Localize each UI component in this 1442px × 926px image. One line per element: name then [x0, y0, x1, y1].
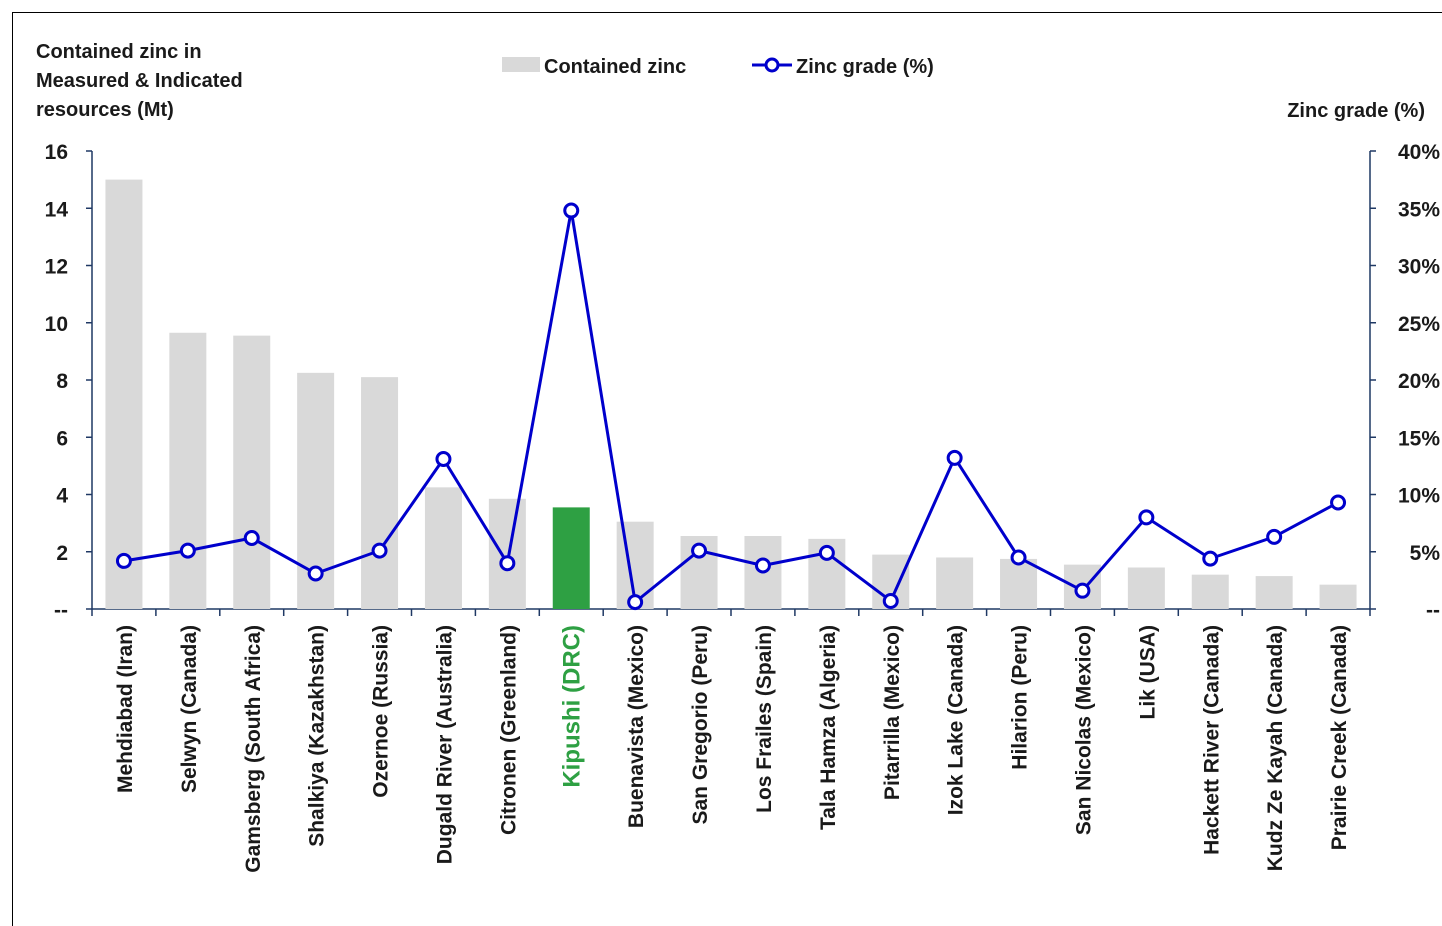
- bar-contained-zinc: [1191, 574, 1229, 609]
- grade-point: [1330, 494, 1347, 511]
- bar-contained-zinc: [424, 487, 462, 609]
- bars: [105, 179, 1357, 609]
- x-tick-label: Los Frailes (Spain): [753, 625, 776, 813]
- grade-point: [627, 594, 644, 611]
- y-right-tick-label: 10%: [1398, 485, 1440, 508]
- y-axis-left-title-line: Measured & Indicated: [36, 70, 243, 92]
- grade-line: [115, 202, 1347, 611]
- y-right-tick-label: 25%: [1398, 313, 1440, 336]
- x-tick-label: Ozernoe (Russia): [370, 625, 393, 798]
- grade-point: [882, 592, 899, 609]
- grade-point: [243, 530, 260, 547]
- y-left-tick-label: --: [54, 599, 68, 622]
- y-right-tick-label: 35%: [1398, 198, 1440, 221]
- legend: Contained zinc Zinc grade (%): [502, 56, 934, 78]
- bar-contained-zinc: [1000, 558, 1038, 609]
- bar-contained-zinc: [552, 507, 590, 609]
- x-axis-labels: Mehdiabad (Iran) Selwyn (Canada) Gamsberg …: [114, 625, 1351, 873]
- x-tick-label: Shalkiya (Kazakhstan): [306, 625, 329, 847]
- bar-contained-zinc: [488, 498, 526, 609]
- y-left-tick-label: 14: [45, 198, 69, 221]
- grade-point: [1266, 528, 1283, 545]
- chart-frame: [12, 12, 1442, 926]
- y-right-tick-label: 40%: [1398, 141, 1440, 164]
- grade-point: [371, 542, 388, 559]
- y-right-tick-label: 30%: [1398, 256, 1440, 279]
- grade-point: [1010, 549, 1027, 566]
- bar-contained-zinc: [1255, 576, 1293, 609]
- grade-point: [563, 202, 580, 219]
- x-tick-label: Mehdiabad (Iran): [114, 625, 137, 793]
- y-right-tick-label: --: [1426, 599, 1440, 622]
- x-tick-label-highlight: Kipushi (DRC): [558, 625, 585, 788]
- x-tick-label: Pitarrilla (Mexico): [881, 625, 904, 800]
- x-tick-label: Lik (USA): [1136, 625, 1159, 720]
- legend-label-line: Zinc grade (%): [796, 56, 934, 78]
- y-left-tick-label: 4: [56, 485, 68, 508]
- y-left-tick-label: 10: [45, 313, 68, 336]
- y-axis-left-title-line: resources (Mt): [36, 99, 174, 121]
- legend-label-bars: Contained zinc: [544, 56, 686, 78]
- x-tick-label: Selwyn (Canada): [178, 625, 201, 793]
- x-tick-label: Prairie Creek (Canada): [1328, 625, 1351, 850]
- grade-point: [691, 542, 708, 559]
- x-tick-label: Citronen (Greenland): [497, 625, 520, 835]
- grade-point: [754, 557, 771, 574]
- y-axis-left-title: Contained zinc in Measured & Indicated r…: [36, 41, 243, 121]
- x-tick-label: San Nicolas (Mexico): [1072, 625, 1095, 835]
- axes: -- --2 5%4 10%6 15%8 20%10 25%12 30%14 35%16 40%: [45, 141, 1441, 622]
- grade-point: [1074, 582, 1091, 599]
- grade-point: [1202, 550, 1219, 567]
- grade-point: [179, 542, 196, 559]
- legend-line-marker: [764, 57, 780, 73]
- grade-point: [499, 555, 516, 572]
- bar-contained-zinc: [936, 557, 974, 609]
- grade-line-path: [123, 209, 1339, 604]
- x-tick-label: Gamsberg (South Africa): [242, 625, 265, 873]
- x-tick-label: Buenavista (Mexico): [625, 625, 648, 828]
- bar-contained-zinc: [1127, 567, 1165, 609]
- y-left-tick-label: 6: [56, 427, 68, 450]
- legend-bar-swatch: [502, 57, 540, 72]
- x-tick-label: San Gregorio (Peru): [689, 625, 712, 825]
- x-tick-label: Izok Lake (Canada): [945, 625, 968, 815]
- bar-contained-zinc: [1319, 584, 1357, 609]
- grade-point: [818, 544, 835, 561]
- grade-point: [946, 449, 963, 466]
- bar-contained-zinc: [361, 377, 399, 609]
- bar-contained-zinc: [105, 179, 143, 609]
- y-right-tick-label: 20%: [1398, 370, 1440, 393]
- y-right-tick-label: 5%: [1410, 542, 1441, 565]
- x-tick-label: Hilarion (Peru): [1009, 625, 1032, 770]
- grade-point: [1138, 509, 1155, 526]
- y-left-tick-label: 2: [56, 542, 68, 565]
- grade-point: [435, 451, 452, 468]
- grade-point: [115, 552, 132, 569]
- x-tick-label: Hackett River (Canada): [1200, 625, 1223, 855]
- y-left-tick-label: 16: [45, 141, 68, 164]
- bar-contained-zinc: [169, 332, 207, 609]
- y-left-tick-label: 8: [56, 370, 68, 393]
- grade-point: [307, 565, 324, 582]
- y-right-tick-label: 15%: [1398, 427, 1440, 450]
- bar-contained-zinc: [233, 335, 271, 609]
- y-left-tick-label: 12: [45, 256, 68, 279]
- y-axis-right-title: Zinc grade (%): [1287, 100, 1425, 122]
- x-tick-label: Dugald River (Australia): [433, 625, 456, 864]
- y-axis-left-title-line: Contained zinc in: [36, 41, 202, 63]
- x-tick-label: Tala Hamza (Algeria): [817, 625, 840, 830]
- x-tick-label: Kudz Ze Kayah (Canada): [1264, 625, 1287, 871]
